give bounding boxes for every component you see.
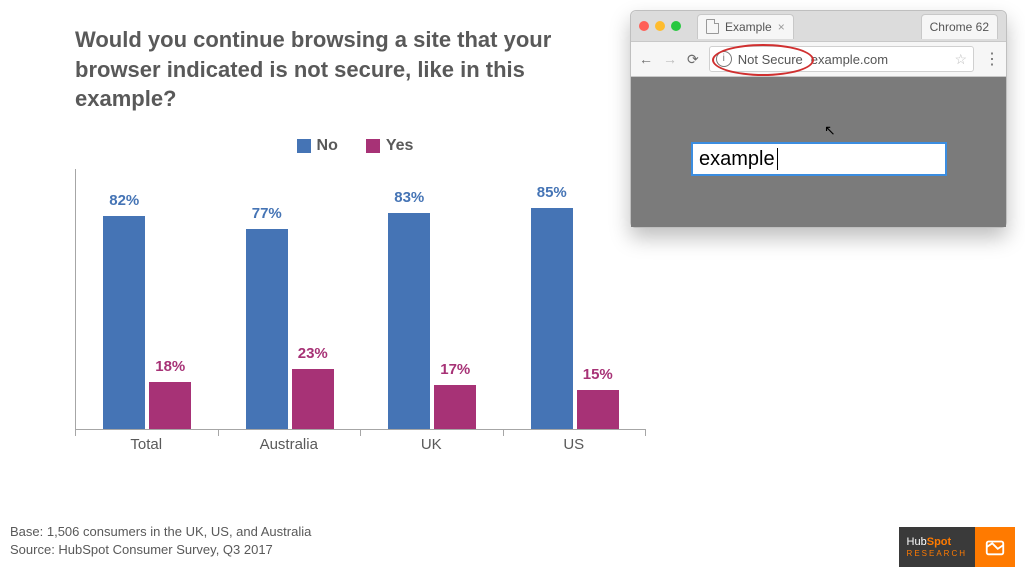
menu-icon[interactable]: ⋮: [984, 49, 998, 69]
legend-item-no: No: [297, 137, 338, 155]
toolbar: ← → ⟳ i Not Secure example.com ☆ ⋮: [631, 41, 1006, 77]
url-text: example.com: [811, 52, 888, 67]
back-button[interactable]: ←: [639, 51, 653, 67]
legend-swatch-yes: [366, 139, 380, 153]
legend-label-no: No: [317, 137, 338, 155]
x-axis-label: Total: [75, 430, 218, 460]
bar-label: 85%: [537, 184, 567, 201]
x-tick: [360, 430, 361, 436]
browser-tab[interactable]: Example ×: [697, 14, 794, 39]
traffic-light-maximize[interactable]: [671, 21, 681, 31]
example-input[interactable]: example: [691, 142, 947, 176]
x-axis-label: US: [503, 430, 646, 460]
bar-yes: 18%: [149, 382, 191, 429]
bar-label: 15%: [583, 366, 613, 383]
footnotes: Base: 1,506 consumers in the UK, US, and…: [10, 523, 311, 559]
brand-research: RESEARCH: [907, 549, 967, 559]
traffic-light-minimize[interactable]: [655, 21, 665, 31]
x-axis-label: UK: [360, 430, 503, 460]
chrome-version-label: Chrome 62: [921, 14, 998, 39]
cursor-icon: ↖: [824, 122, 836, 139]
x-tick: [503, 430, 504, 436]
brand-icon: [975, 527, 1015, 567]
address-bar[interactable]: i Not Secure example.com ☆: [709, 46, 974, 72]
browser-mock: Example × Chrome 62 ← → ⟳ i Not Secure e…: [630, 10, 1007, 228]
bar-group: 77%23%: [219, 169, 362, 429]
bar-group: 85%15%: [504, 169, 647, 429]
x-tick: [75, 430, 76, 436]
bar-no: 77%: [246, 229, 288, 429]
chart-area: 82%18%77%23%83%17%85%15% TotalAustraliaU…: [75, 170, 645, 460]
x-tick: [218, 430, 219, 436]
legend-item-yes: Yes: [366, 137, 414, 155]
text-caret: [777, 148, 778, 170]
bar-label: 17%: [440, 361, 470, 378]
forward-button[interactable]: →: [663, 51, 677, 67]
close-icon[interactable]: ×: [778, 20, 785, 34]
x-axis-label: Australia: [218, 430, 361, 460]
bar-no: 82%: [103, 216, 145, 429]
legend-swatch-no: [297, 139, 311, 153]
x-axis: TotalAustraliaUKUS: [75, 430, 645, 460]
chart-title: Would you continue browsing a site that …: [75, 25, 555, 114]
legend-label-yes: Yes: [386, 137, 414, 155]
bar-label: 83%: [394, 189, 424, 206]
x-tick: [645, 430, 646, 436]
footnote-source: Source: HubSpot Consumer Survey, Q3 2017: [10, 541, 311, 559]
legend: No Yes: [75, 137, 635, 155]
tab-title: Example: [725, 20, 772, 34]
file-icon: [706, 19, 719, 34]
brand-name-a: Hub: [907, 536, 927, 548]
bar-group: 82%18%: [76, 169, 219, 429]
bar-no: 83%: [388, 213, 430, 429]
plot: 82%18%77%23%83%17%85%15%: [75, 169, 646, 430]
footnote-base: Base: 1,506 consumers in the UK, US, and…: [10, 523, 311, 541]
brand-name-b: Spot: [927, 536, 951, 548]
bar-label: 77%: [252, 205, 282, 222]
bar-yes: 17%: [434, 385, 476, 429]
security-label: Not Secure: [738, 52, 803, 67]
brand-badge: HubSpot RESEARCH: [899, 527, 1015, 567]
brand-text: HubSpot RESEARCH: [899, 527, 975, 567]
bar-yes: 15%: [577, 390, 619, 429]
bar-label: 18%: [155, 358, 185, 375]
bar-label: 23%: [298, 345, 328, 362]
example-input-value: example: [699, 148, 775, 171]
bar-label: 82%: [109, 192, 139, 209]
page-viewport: ↖ example: [631, 77, 1006, 227]
bar-yes: 23%: [292, 369, 334, 429]
reload-button[interactable]: ⟳: [687, 51, 699, 68]
info-icon[interactable]: i: [716, 51, 732, 67]
bar-group: 83%17%: [361, 169, 504, 429]
tab-bar: Example × Chrome 62: [631, 11, 1006, 41]
bar-no: 85%: [531, 208, 573, 429]
traffic-light-close[interactable]: [639, 21, 649, 31]
star-icon[interactable]: ☆: [954, 51, 967, 68]
